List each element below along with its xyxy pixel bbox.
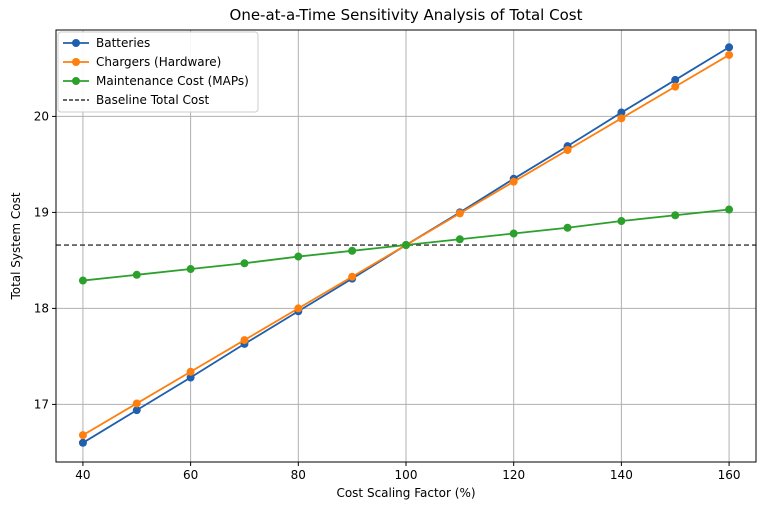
x-tick-label: 60 <box>183 468 198 482</box>
data-point <box>294 304 303 313</box>
legend-entry: Batteries <box>63 36 150 50</box>
x-tick-label: 40 <box>75 468 90 482</box>
data-point <box>671 82 680 91</box>
data-point <box>671 75 680 84</box>
data-point <box>240 336 249 345</box>
data-point <box>455 235 464 244</box>
y-tick-label: 19 <box>34 205 49 219</box>
legend-label: Chargers (Hardware) <box>96 55 221 69</box>
data-point <box>132 406 141 415</box>
data-point <box>348 272 357 281</box>
data-point <box>725 43 734 52</box>
x-tick-label: 140 <box>610 468 633 482</box>
data-point <box>455 209 464 218</box>
legend-label: Baseline Total Cost <box>96 93 210 107</box>
data-point <box>186 367 195 376</box>
x-tick-label: 80 <box>291 468 306 482</box>
x-axis-label: Cost Scaling Factor (%) <box>336 486 475 500</box>
data-point <box>78 438 87 447</box>
data-point <box>348 246 357 255</box>
legend-marker <box>72 58 80 66</box>
data-point <box>563 146 572 154</box>
y-axis-ticks: 17 18 19 20 <box>34 109 56 411</box>
legend-label: Maintenance Cost (MAPs) <box>96 74 249 88</box>
series-layer <box>78 43 734 447</box>
data-point <box>563 223 572 232</box>
data-point <box>617 114 626 123</box>
data-point <box>725 205 734 214</box>
data-point <box>617 108 626 117</box>
data-point <box>186 373 195 382</box>
data-point <box>725 50 734 59</box>
legend-marker <box>72 77 80 85</box>
data-point <box>509 177 518 186</box>
data-point <box>78 276 87 285</box>
y-axis-label: Total System Cost <box>9 192 23 300</box>
chart-title: One-at-a-Time Sensitivity Analysis of To… <box>230 6 583 24</box>
data-point <box>132 270 141 279</box>
legend-entry: Chargers (Hardware) <box>63 55 221 69</box>
data-point <box>671 211 680 220</box>
x-axis-ticks: 40 60 80 100 120 140 160 <box>75 462 741 482</box>
data-point <box>186 265 195 274</box>
x-tick-label: 100 <box>395 468 418 482</box>
x-tick-label: 120 <box>502 468 525 482</box>
x-tick-label: 160 <box>718 468 741 482</box>
data-point <box>617 217 626 226</box>
y-tick-label: 20 <box>34 109 49 123</box>
data-point <box>509 229 518 238</box>
legend-marker <box>72 39 80 47</box>
data-point <box>402 241 410 250</box>
series-2 <box>78 205 734 285</box>
legend-label: Batteries <box>96 36 150 50</box>
data-point <box>78 431 87 440</box>
data-point <box>294 252 303 261</box>
legend-entry: Baseline Total Cost <box>63 93 210 107</box>
data-point <box>132 399 141 408</box>
legend: Batteries Chargers (Hardware) Maintenance … <box>57 31 259 113</box>
y-tick-label: 18 <box>34 301 49 315</box>
data-point <box>240 259 249 268</box>
y-tick-label: 17 <box>34 397 49 411</box>
legend-entry: Maintenance Cost (MAPs) <box>63 74 249 88</box>
legend-box <box>57 31 259 113</box>
